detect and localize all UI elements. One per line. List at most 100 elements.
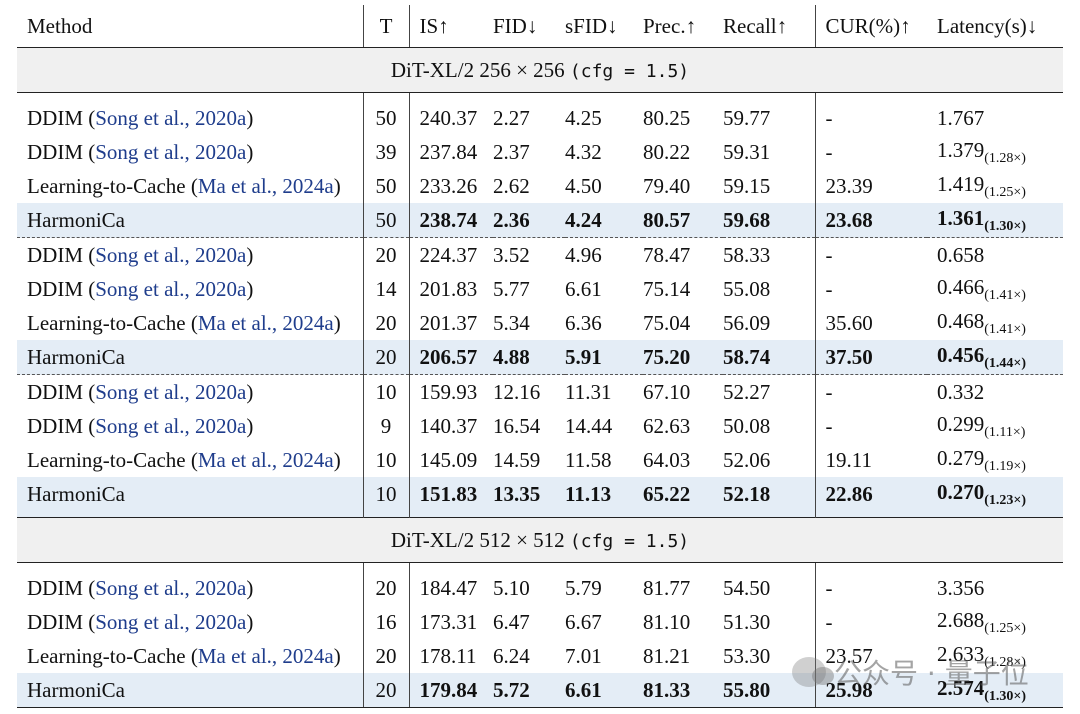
- steps-cell: 39: [362, 135, 410, 169]
- sfid-cell: 6.67: [565, 609, 602, 634]
- latency-value: 1.379: [937, 137, 985, 162]
- header-precision: Prec.↑: [643, 5, 723, 48]
- latency-cell: 0.658: [927, 238, 1063, 273]
- is-cell: 233.26: [419, 173, 478, 198]
- is-cell: 173.31: [419, 609, 478, 634]
- table-row: DDIM (Song et al., 2020a) 9 140.37 16.54 14.…: [17, 409, 1063, 443]
- steps-cell: 20: [362, 639, 410, 673]
- cur-cell: 23.57: [814, 639, 927, 673]
- method-cell: Learning-to-Cache (Ma et al., 2024a): [27, 173, 341, 198]
- citation-link[interactable]: Ma et al., 2024a: [197, 447, 334, 472]
- sfid-cell: 4.50: [565, 173, 602, 198]
- latency-cell: 0.466(1.41×): [927, 272, 1063, 306]
- is-cell: 201.37: [419, 310, 478, 335]
- table-row: Learning-to-Cache (Ma et al., 2024a) 20 20…: [17, 306, 1063, 340]
- is-cell: 240.37: [419, 105, 478, 130]
- table-row: DDIM (Song et al., 2020a) 16 173.31 6.47 6.6…: [17, 605, 1063, 639]
- cur-cell: -: [814, 272, 927, 306]
- cur-cell: 25.98: [814, 673, 927, 708]
- sfid-cell: 11.58: [565, 447, 612, 472]
- speedup-value: (1.41×): [984, 287, 1026, 303]
- precision-cell: 81.21: [643, 643, 691, 668]
- precision-cell: 80.22: [643, 139, 691, 164]
- table-row: DDIM (Song et al., 2020a) 14 201.83 5.77 6.6…: [17, 272, 1063, 306]
- method-name: HarmoniCa: [27, 344, 125, 369]
- is-cell: 145.09: [419, 447, 478, 472]
- precision-cell: 79.40: [643, 173, 691, 198]
- sfid-cell: 4.25: [565, 105, 602, 130]
- recall-cell: 55.08: [723, 276, 771, 301]
- header-cur: CUR(%)↑: [814, 5, 927, 48]
- citation-link[interactable]: Ma et al., 2024a: [197, 310, 334, 335]
- cur-cell: 19.11: [814, 443, 927, 477]
- speedup-value: (1.19×): [984, 458, 1026, 474]
- method-name: DDIM: [27, 379, 83, 404]
- recall-cell: 58.33: [723, 242, 771, 267]
- fid-cell: 5.72: [493, 673, 565, 708]
- wechat-icon: [792, 657, 834, 687]
- table-row: DDIM (Song et al., 2020a) 20 184.47 5.10 5.7…: [17, 562, 1063, 605]
- is-cell: 151.83: [409, 477, 493, 518]
- is-cell: 179.84: [409, 673, 493, 708]
- is-cell: 237.84: [419, 139, 478, 164]
- latency-cell: 2.633(1.28×): [927, 639, 1063, 673]
- table-row: HarmoniCa 10 151.83 13.35 11.13 65.22 52.18 22.…: [17, 477, 1063, 518]
- method-cell: Learning-to-Cache (Ma et al., 2024a): [27, 643, 341, 668]
- section-header-row: DiT-XL/2 256 × 256 (cfg = 1.5): [17, 47, 1063, 93]
- recall-cell: 50.08: [723, 413, 771, 438]
- method-cell: DDIM (Song et al., 2020a): [27, 609, 254, 634]
- precision-cell: 75.20: [643, 340, 723, 375]
- steps-cell: 50: [362, 169, 410, 203]
- recall-cell: 59.68: [723, 203, 815, 238]
- table-row: Learning-to-Cache (Ma et al., 2024a) 20 17…: [17, 639, 1063, 673]
- citation-link[interactable]: Ma et al., 2024a: [197, 173, 334, 198]
- precision-cell: 67.10: [643, 379, 691, 404]
- citation-link[interactable]: Song et al., 2020a: [95, 242, 247, 267]
- cur-cell: 37.50: [814, 340, 927, 375]
- citation-link[interactable]: Song et al., 2020a: [95, 413, 247, 438]
- sfid-cell: 4.24: [565, 203, 643, 238]
- latency-cell: 0.332: [927, 375, 1063, 410]
- citation-link[interactable]: Song et al., 2020a: [95, 609, 247, 634]
- header-fid: FID↓: [493, 5, 565, 48]
- recall-cell: 52.18: [723, 477, 815, 518]
- sfid-cell: 11.31: [565, 379, 612, 404]
- is-cell: 238.74: [409, 203, 493, 238]
- method-name: DDIM: [27, 609, 83, 634]
- method-name: Learning-to-Cache: [27, 447, 186, 472]
- method-name: Learning-to-Cache: [27, 310, 186, 335]
- steps-cell: 16: [362, 605, 410, 639]
- citation-link[interactable]: Ma et al., 2024a: [197, 643, 334, 668]
- method-cell: HarmoniCa: [17, 673, 363, 708]
- latency-value: 0.466: [937, 274, 985, 299]
- cur-cell: -: [814, 237, 927, 272]
- sfid-cell: 4.32: [565, 139, 602, 164]
- method-name: HarmoniCa: [27, 207, 125, 232]
- citation-link[interactable]: Song et al., 2020a: [95, 139, 247, 164]
- is-cell: 201.83: [419, 276, 478, 301]
- latency-value: 2.574: [937, 675, 985, 700]
- citation-link[interactable]: Song et al., 2020a: [95, 379, 247, 404]
- method-name: DDIM: [27, 575, 83, 600]
- speedup-value: (1.30×): [984, 219, 1026, 234]
- table-row: HarmoniCa 20 206.57 4.88 5.91 75.20 58.74 37.50…: [17, 340, 1063, 375]
- precision-cell: 81.77: [643, 575, 691, 600]
- steps-cell: 20: [362, 237, 410, 272]
- latency-value: 0.270: [937, 479, 985, 504]
- sfid-cell: 14.44: [565, 413, 613, 438]
- recall-cell: 53.30: [723, 643, 771, 668]
- precision-cell: 62.63: [643, 413, 691, 438]
- recall-cell: 59.77: [723, 105, 771, 130]
- section-title: DiT-XL/2 512 × 512 (cfg = 1.5): [17, 517, 1063, 563]
- precision-cell: 75.14: [643, 276, 691, 301]
- precision-cell: 81.10: [643, 609, 691, 634]
- results-table-body: Method T IS↑ FID↓ sFID↓ Prec.↑ Recall↑ C…: [17, 5, 1063, 708]
- latency-value: 1.419: [937, 171, 985, 196]
- citation-link[interactable]: Song et al., 2020a: [95, 105, 247, 130]
- speedup-value: (1.41×): [984, 321, 1026, 337]
- method-cell: DDIM (Song et al., 2020a): [27, 379, 254, 404]
- results-table-wrapper: Method T IS↑ FID↓ sFID↓ Prec.↑ Recall↑ C…: [17, 5, 1063, 708]
- citation-link[interactable]: Song et al., 2020a: [95, 276, 247, 301]
- citation-link[interactable]: Song et al., 2020a: [95, 575, 247, 600]
- fid-cell: 2.62: [493, 173, 530, 198]
